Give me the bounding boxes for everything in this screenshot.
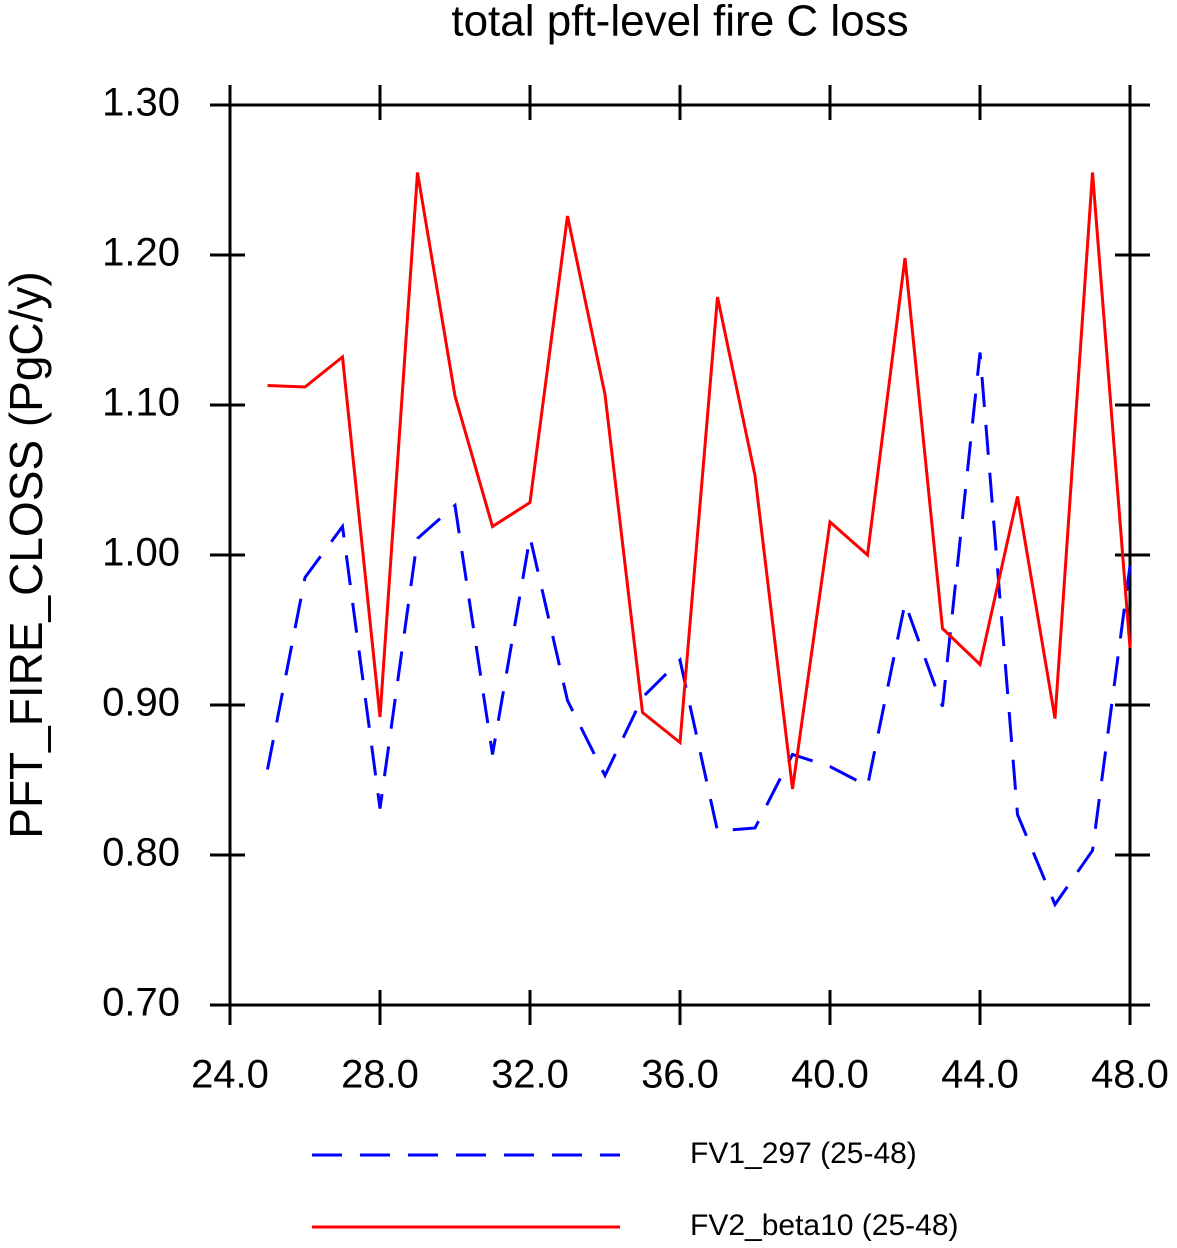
x-tick-label: 44.0 (941, 1053, 1019, 1097)
y-tick-label: 0.90 (102, 681, 180, 725)
y-tick-label: 1.30 (102, 81, 180, 125)
y-axis-label: PFT_FIRE_CLOSS (PgC/y) (0, 271, 52, 838)
plot-frame (228, 103, 1132, 1007)
y-tick-label: 1.10 (102, 381, 180, 425)
y-tick-label: 1.20 (102, 231, 180, 275)
x-tick-label: 32.0 (491, 1053, 569, 1097)
y-tick-label: 0.70 (102, 981, 180, 1025)
x-tick-label: 28.0 (341, 1053, 419, 1097)
chart-title: total pft-level fire C loss (451, 0, 908, 46)
y-tick-label: 0.80 (102, 831, 180, 875)
x-tick-label: 48.0 (1091, 1053, 1169, 1097)
x-tick-label: 40.0 (791, 1053, 869, 1097)
legend-label: FV1_297 (25-48) (690, 1137, 917, 1170)
series-line (267, 172, 1132, 790)
legend-label: FV2_beta10 (25-48) (690, 1209, 959, 1242)
series-line (266, 352, 1132, 908)
x-tick-label: 24.0 (191, 1053, 269, 1097)
x-tick-label: 36.0 (641, 1053, 719, 1097)
y-tick-label: 1.00 (102, 531, 180, 575)
